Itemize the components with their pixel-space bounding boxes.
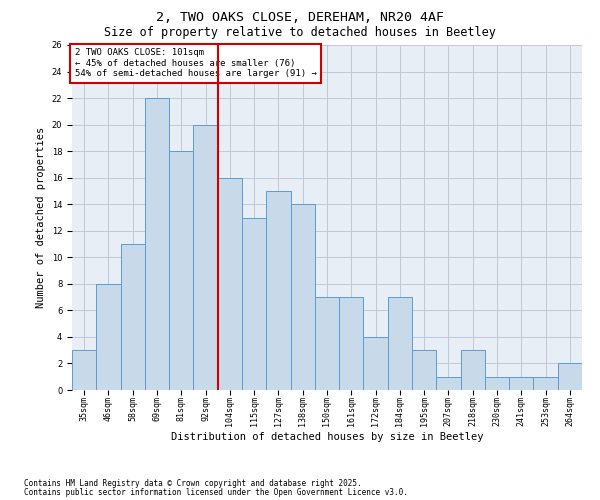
- Bar: [558, 364, 582, 390]
- Y-axis label: Number of detached properties: Number of detached properties: [36, 127, 46, 308]
- Bar: [315, 297, 339, 390]
- Bar: [364, 337, 388, 390]
- Bar: [461, 350, 485, 390]
- Text: 2, TWO OAKS CLOSE, DEREHAM, NR20 4AF: 2, TWO OAKS CLOSE, DEREHAM, NR20 4AF: [156, 11, 444, 24]
- Text: Contains HM Land Registry data © Crown copyright and database right 2025.: Contains HM Land Registry data © Crown c…: [24, 479, 362, 488]
- Bar: [193, 124, 218, 390]
- Bar: [169, 151, 193, 390]
- Text: Size of property relative to detached houses in Beetley: Size of property relative to detached ho…: [104, 26, 496, 39]
- Bar: [388, 297, 412, 390]
- Text: Contains public sector information licensed under the Open Government Licence v3: Contains public sector information licen…: [24, 488, 408, 497]
- X-axis label: Distribution of detached houses by size in Beetley: Distribution of detached houses by size …: [171, 432, 483, 442]
- Bar: [218, 178, 242, 390]
- Bar: [509, 376, 533, 390]
- Text: 2 TWO OAKS CLOSE: 101sqm
← 45% of detached houses are smaller (76)
54% of semi-d: 2 TWO OAKS CLOSE: 101sqm ← 45% of detach…: [74, 48, 316, 78]
- Bar: [266, 191, 290, 390]
- Bar: [290, 204, 315, 390]
- Bar: [121, 244, 145, 390]
- Bar: [72, 350, 96, 390]
- Bar: [339, 297, 364, 390]
- Bar: [145, 98, 169, 390]
- Bar: [485, 376, 509, 390]
- Bar: [96, 284, 121, 390]
- Bar: [436, 376, 461, 390]
- Bar: [412, 350, 436, 390]
- Bar: [242, 218, 266, 390]
- Bar: [533, 376, 558, 390]
